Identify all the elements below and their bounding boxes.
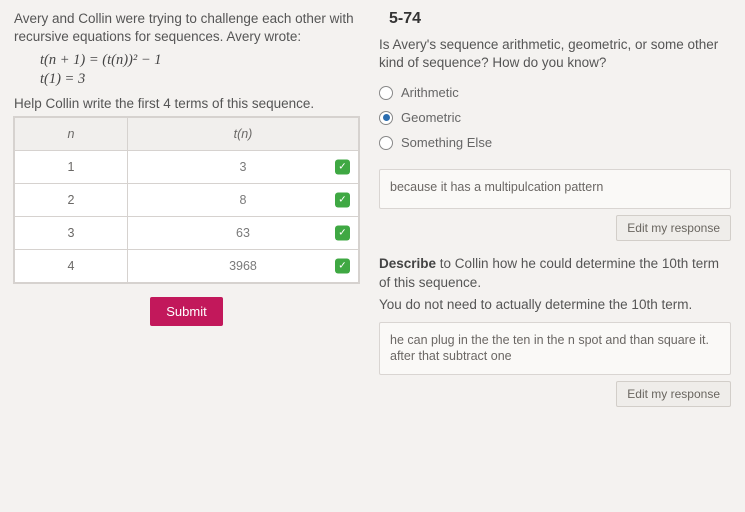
equation-1: t(n + 1) = (t(n))² − 1 — [40, 52, 359, 69]
describe-bold: Describe — [379, 256, 436, 271]
submit-button[interactable]: Submit — [150, 297, 222, 326]
radio-label: Geometric — [401, 110, 461, 125]
cell-t[interactable]: 63✓ — [127, 217, 358, 250]
equations: t(n + 1) = (t(n))² − 1 t(1) = 3 — [40, 52, 359, 88]
cell-n: 2 — [15, 184, 128, 217]
help-text: Help Collin write the first 4 terms of t… — [14, 96, 359, 111]
cell-n: 4 — [15, 250, 128, 283]
radio-label: Something Else — [401, 135, 492, 150]
check-icon: ✓ — [335, 160, 350, 175]
cell-n: 1 — [15, 151, 128, 184]
radio-icon — [379, 111, 393, 125]
radio-icon — [379, 86, 393, 100]
cell-n: 3 — [15, 217, 128, 250]
equation-2: t(1) = 3 — [40, 71, 359, 88]
check-icon: ✓ — [335, 259, 350, 274]
describe-note: You do not need to actually determine th… — [379, 296, 731, 314]
col-header-t: t(n) — [127, 118, 358, 151]
intro-text: Avery and Collin were trying to challeng… — [14, 10, 359, 46]
edit-response-button-2[interactable]: Edit my response — [616, 381, 731, 407]
radio-geometric[interactable]: Geometric — [379, 105, 731, 130]
describe-prompt: Describe to Collin how he could determin… — [379, 255, 731, 291]
table-row: 2 8✓ — [15, 184, 359, 217]
radio-something-else[interactable]: Something Else — [379, 130, 731, 155]
table-row: 3 63✓ — [15, 217, 359, 250]
sequence-table: n t(n) 1 3✓ 2 8✓ 3 63✓ 4 3968✓ — [14, 117, 359, 283]
cell-t[interactable]: 3968✓ — [127, 250, 358, 283]
response-1: because it has a multipulcation pattern — [379, 169, 731, 209]
table-row: 4 3968✓ — [15, 250, 359, 283]
table-row: 1 3✓ — [15, 151, 359, 184]
radio-icon — [379, 136, 393, 150]
cell-t[interactable]: 3✓ — [127, 151, 358, 184]
cell-t[interactable]: 8✓ — [127, 184, 358, 217]
check-icon: ✓ — [335, 226, 350, 241]
problem-number: 5-74 — [389, 10, 731, 28]
col-header-n: n — [15, 118, 128, 151]
check-icon: ✓ — [335, 193, 350, 208]
radio-label: Arithmetic — [401, 85, 459, 100]
response-2: he can plug in the the ten in the n spot… — [379, 322, 731, 375]
edit-response-button-1[interactable]: Edit my response — [616, 215, 731, 241]
radio-arithmetic[interactable]: Arithmetic — [379, 80, 731, 105]
radio-group: Arithmetic Geometric Something Else — [379, 80, 731, 155]
question-1: Is Avery's sequence arithmetic, geometri… — [379, 36, 731, 72]
